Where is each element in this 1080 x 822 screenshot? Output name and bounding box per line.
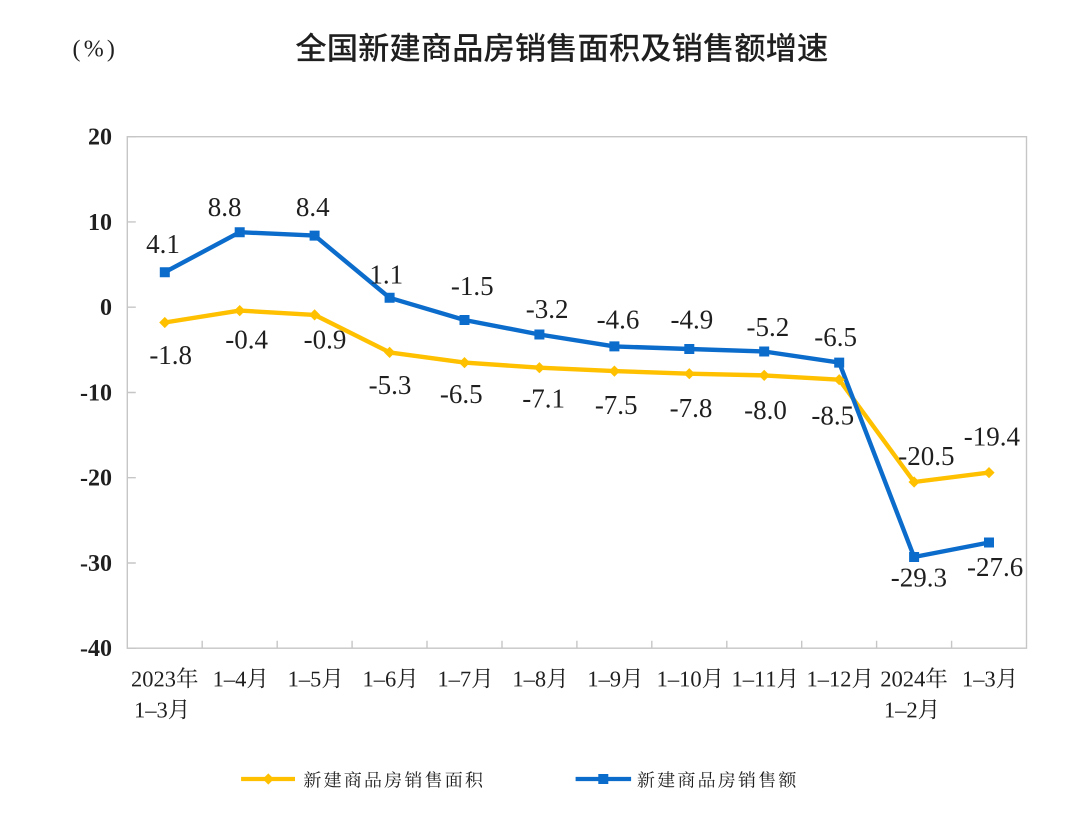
svg-text:-4.9: -4.9 bbox=[671, 305, 714, 335]
svg-text:-6.5: -6.5 bbox=[440, 379, 483, 409]
svg-text:-1.5: -1.5 bbox=[451, 271, 494, 301]
svg-text:-40: -40 bbox=[80, 636, 112, 662]
svg-text:-20: -20 bbox=[80, 466, 112, 492]
svg-text:8.4: 8.4 bbox=[296, 192, 330, 222]
svg-text:8.8: 8.8 bbox=[208, 192, 242, 222]
svg-text:-6.5: -6.5 bbox=[814, 322, 857, 352]
svg-text:(%): (%) bbox=[73, 37, 119, 63]
svg-text:-7.5: -7.5 bbox=[595, 390, 638, 420]
svg-text:0: 0 bbox=[100, 295, 112, 321]
svg-text:-8.5: -8.5 bbox=[811, 401, 854, 431]
svg-text:-20.5: -20.5 bbox=[898, 441, 954, 471]
svg-text:-30: -30 bbox=[80, 551, 112, 577]
svg-text:-10: -10 bbox=[80, 380, 112, 406]
svg-text:-7.8: -7.8 bbox=[670, 393, 713, 423]
svg-text:4.1: 4.1 bbox=[146, 229, 180, 259]
svg-text:20: 20 bbox=[88, 125, 112, 151]
svg-text:-27.6: -27.6 bbox=[967, 552, 1023, 582]
svg-text:-3.2: -3.2 bbox=[526, 294, 569, 324]
svg-text:-0.9: -0.9 bbox=[304, 325, 347, 355]
svg-text:1.1: 1.1 bbox=[369, 260, 403, 290]
svg-text:-8.0: -8.0 bbox=[744, 395, 787, 425]
svg-text:-19.4: -19.4 bbox=[964, 421, 1021, 451]
svg-text:-5.3: -5.3 bbox=[369, 370, 412, 400]
svg-text:10: 10 bbox=[88, 210, 112, 236]
svg-text:-1.8: -1.8 bbox=[149, 340, 192, 370]
svg-text:-0.4: -0.4 bbox=[225, 325, 268, 355]
svg-text:-7.1: -7.1 bbox=[522, 384, 565, 414]
svg-text:-4.6: -4.6 bbox=[597, 305, 640, 335]
svg-text:-5.2: -5.2 bbox=[747, 312, 790, 342]
svg-text:-29.3: -29.3 bbox=[891, 563, 947, 593]
